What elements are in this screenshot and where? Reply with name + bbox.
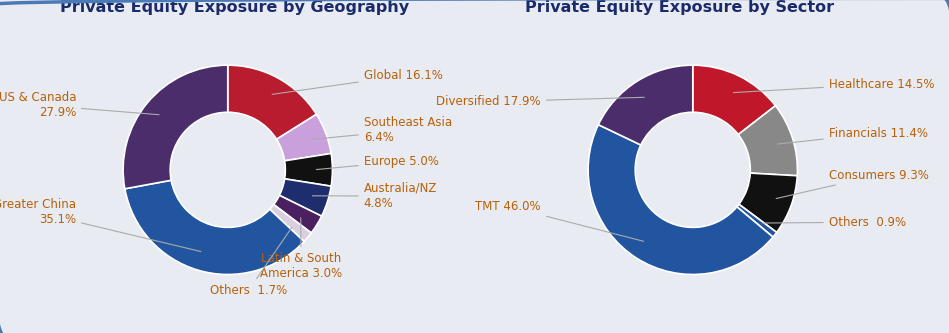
Text: Others  1.7%: Others 1.7% bbox=[210, 227, 291, 297]
Wedge shape bbox=[738, 106, 797, 176]
Text: Private Equity Exposure by Geography: Private Equity Exposure by Geography bbox=[61, 0, 409, 15]
Text: Australia/NZ
4.8%: Australia/NZ 4.8% bbox=[312, 182, 437, 210]
Text: Greater China
35.1%: Greater China 35.1% bbox=[0, 198, 201, 251]
Text: US & Canada
27.9%: US & Canada 27.9% bbox=[0, 91, 159, 119]
Text: Latin & South
America 3.0%: Latin & South America 3.0% bbox=[260, 218, 342, 280]
Wedge shape bbox=[736, 204, 776, 237]
Wedge shape bbox=[273, 195, 322, 233]
Text: Financials 11.4%: Financials 11.4% bbox=[777, 127, 928, 144]
Text: Diversified 17.9%: Diversified 17.9% bbox=[437, 95, 644, 108]
Wedge shape bbox=[279, 179, 331, 216]
Text: Private Equity Exposure by Sector: Private Equity Exposure by Sector bbox=[526, 0, 834, 15]
Wedge shape bbox=[739, 173, 797, 232]
Text: Europe 5.0%: Europe 5.0% bbox=[316, 155, 438, 169]
Text: TMT 46.0%: TMT 46.0% bbox=[475, 200, 643, 241]
Wedge shape bbox=[599, 65, 693, 145]
Text: Others  0.9%: Others 0.9% bbox=[763, 216, 906, 229]
Wedge shape bbox=[125, 180, 304, 274]
Wedge shape bbox=[228, 65, 316, 139]
Text: Consumers 9.3%: Consumers 9.3% bbox=[776, 168, 929, 198]
Wedge shape bbox=[285, 154, 332, 186]
Wedge shape bbox=[276, 114, 331, 161]
Wedge shape bbox=[123, 65, 228, 189]
Text: Southeast Asia
6.4%: Southeast Asia 6.4% bbox=[311, 116, 452, 144]
Wedge shape bbox=[588, 125, 773, 274]
Wedge shape bbox=[693, 65, 775, 135]
Text: Healthcare 14.5%: Healthcare 14.5% bbox=[734, 78, 935, 93]
Wedge shape bbox=[270, 204, 311, 241]
Text: Global 16.1%: Global 16.1% bbox=[272, 69, 442, 94]
